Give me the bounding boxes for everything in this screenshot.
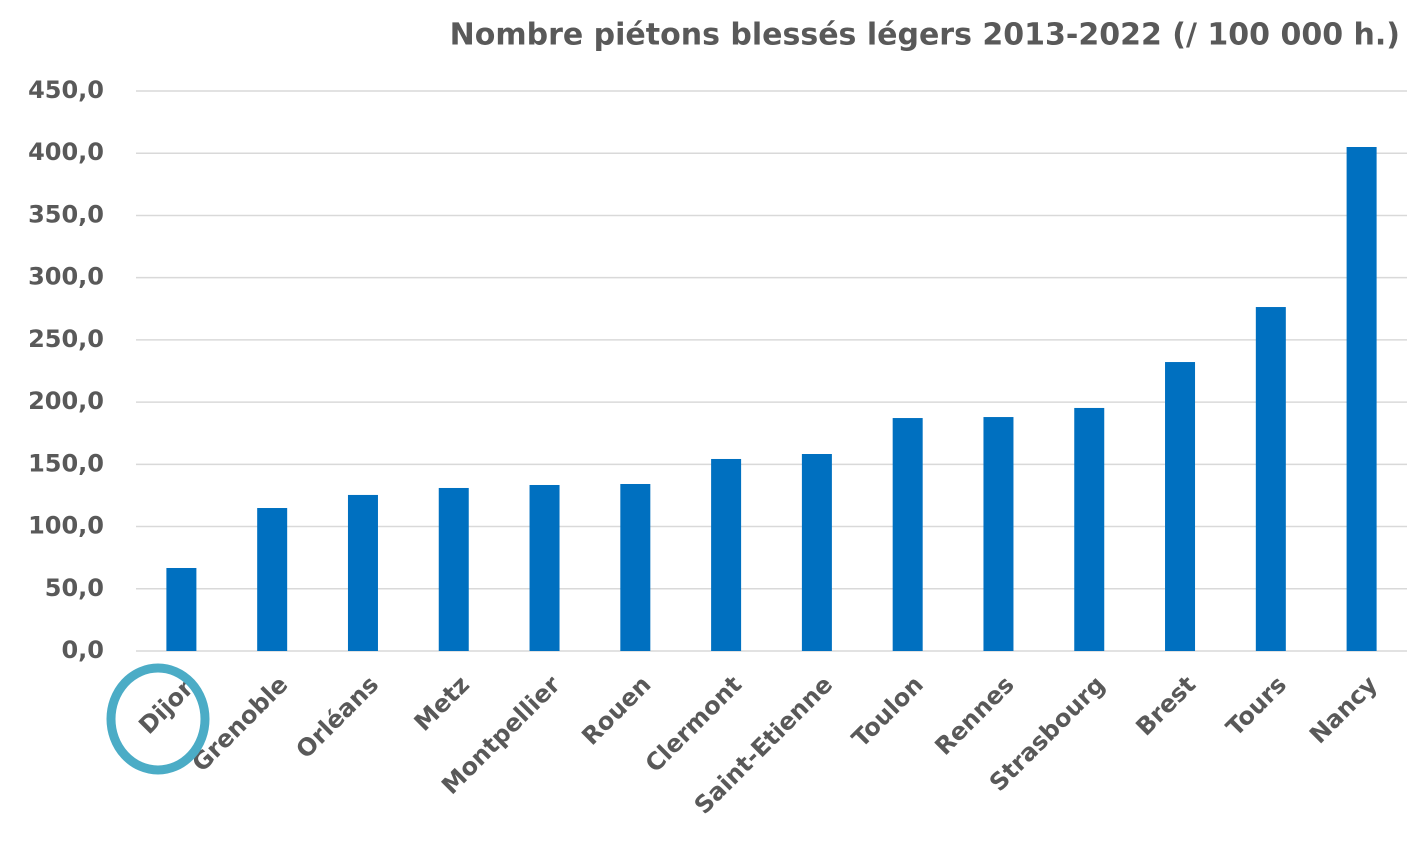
bar <box>1165 362 1196 651</box>
y-tick-label: 200,0 <box>28 387 104 415</box>
highlight-circle <box>106 663 210 775</box>
bar <box>529 484 560 651</box>
x-tick-label: Nancy <box>1304 670 1383 749</box>
y-tick-label: 0,0 <box>61 636 104 664</box>
y-tick-label: 250,0 <box>28 325 104 353</box>
bar <box>892 418 923 651</box>
bar <box>983 417 1014 651</box>
x-tick-label: Metz <box>409 670 475 736</box>
bar <box>347 494 378 651</box>
y-tick-label: 300,0 <box>28 263 104 291</box>
x-tick-label: Rouen <box>576 670 656 750</box>
chart-title: Nombre piétons blessés légers 2013-2022 … <box>450 18 1400 53</box>
bar <box>1346 147 1377 651</box>
bar <box>620 483 651 651</box>
bar <box>438 487 469 651</box>
x-tick-label: Rennes <box>930 670 1020 760</box>
y-tick-label: 350,0 <box>28 200 104 228</box>
bar <box>257 508 288 651</box>
plot-area: 0,0 50,0 100,0 150,0 200,0 250,0 300,0 350,0 400… <box>28 76 1407 820</box>
bar <box>1255 307 1286 651</box>
y-tick-label: 50,0 <box>45 574 104 602</box>
y-tick-label: 400,0 <box>28 138 104 166</box>
x-tick-label: Brest <box>1130 670 1201 741</box>
x-tick-label: Tours <box>1221 670 1292 741</box>
y-tick-label: 450,0 <box>28 76 104 104</box>
bar <box>711 458 742 651</box>
bar <box>1074 407 1105 651</box>
bar <box>166 567 197 651</box>
y-tick-label: 150,0 <box>28 449 104 477</box>
y-tick-label: 100,0 <box>28 512 104 540</box>
x-tick-label: Orléans <box>291 670 385 764</box>
bar <box>801 454 832 651</box>
x-tick-label: Toulon <box>846 670 928 752</box>
